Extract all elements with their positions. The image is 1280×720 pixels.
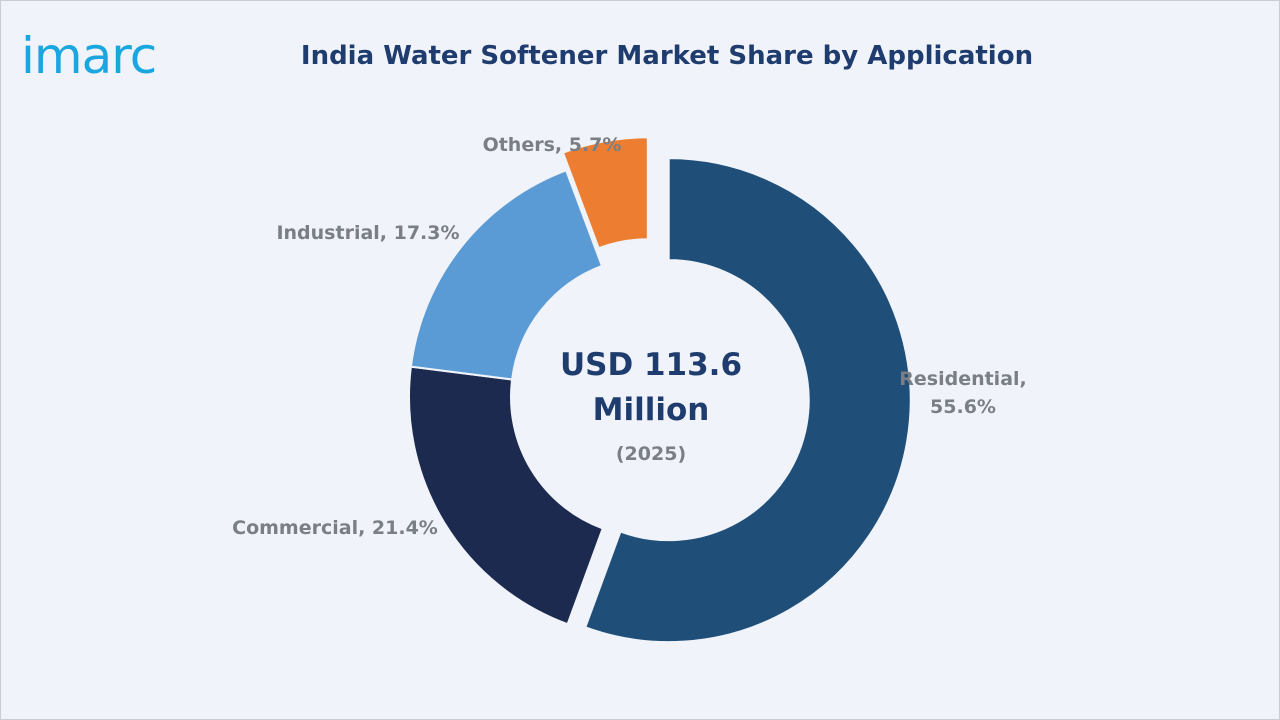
label-industrial: Industrial, 17.3% — [276, 222, 459, 244]
center-total-value: USD 113.6 — [560, 347, 742, 383]
center-total-unit: Million — [593, 392, 710, 428]
slice-industrial — [409, 169, 604, 381]
slice-others — [561, 136, 649, 250]
imarc-logo: imarc — [21, 27, 157, 85]
chart-title: India Water Softener Market Share by App… — [300, 41, 1034, 71]
slice-commercial — [408, 365, 605, 626]
label-others: Others, 5.7% — [483, 134, 622, 156]
center-year: (2025) — [616, 443, 686, 465]
label-residential: Residential, 55.6% — [899, 368, 1027, 418]
slice-residential — [584, 157, 912, 644]
logo-wordmark: imarc — [21, 27, 156, 85]
label-commercial: Commercial, 21.4% — [232, 517, 438, 539]
